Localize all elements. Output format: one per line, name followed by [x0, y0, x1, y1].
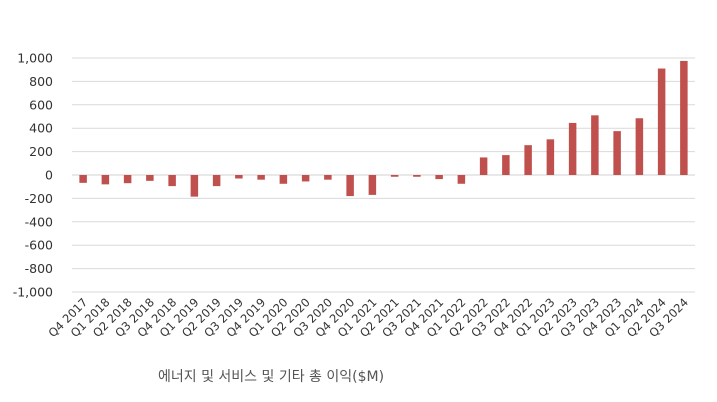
bar: [657, 68, 666, 175]
y-tick-label: -600: [25, 238, 53, 253]
bar: [479, 157, 488, 175]
bar: [368, 175, 377, 195]
y-tick-label: 1,000: [17, 51, 53, 66]
bar: [680, 60, 688, 175]
bar: [101, 175, 110, 185]
bar: [435, 175, 443, 180]
bar: [190, 175, 199, 197]
gridlines: [72, 57, 695, 293]
bar: [613, 131, 621, 175]
bar: [123, 175, 132, 184]
bar: [390, 175, 399, 177]
bar: [79, 175, 87, 183]
bar: [524, 145, 532, 175]
bar: [301, 175, 310, 182]
bar: [413, 175, 421, 177]
y-tick-label: 600: [29, 97, 53, 112]
y-tick-label: 400: [29, 121, 53, 136]
y-tick-label: -400: [25, 214, 53, 229]
chart-caption: 에너지 및 서비스 및 기타 총 이익($M): [158, 369, 385, 385]
bars: [79, 60, 688, 197]
bar: [591, 115, 599, 175]
bar: [146, 175, 154, 181]
bar: [235, 175, 243, 179]
bar: [168, 175, 176, 187]
y-tick-label: 200: [29, 144, 53, 159]
bar: [212, 175, 221, 187]
bar: [457, 175, 466, 184]
bar: [257, 175, 265, 180]
bar: [502, 155, 510, 175]
y-tick-label: -800: [25, 261, 53, 276]
bar: [635, 118, 644, 175]
bar: [324, 175, 332, 180]
y-tick-label: -200: [25, 191, 53, 206]
bar: [346, 175, 354, 197]
bar: [546, 139, 555, 175]
y-tick-label: 0: [45, 168, 53, 183]
bar: [568, 122, 577, 175]
y-tick-label: 800: [29, 74, 53, 89]
y-axis-ticks: 1,000 800 600 400 200 0 -200 -400 -600 -800 -1,000: [13, 51, 53, 300]
bar: [279, 175, 288, 184]
y-tick-label: -1,000: [13, 285, 53, 300]
